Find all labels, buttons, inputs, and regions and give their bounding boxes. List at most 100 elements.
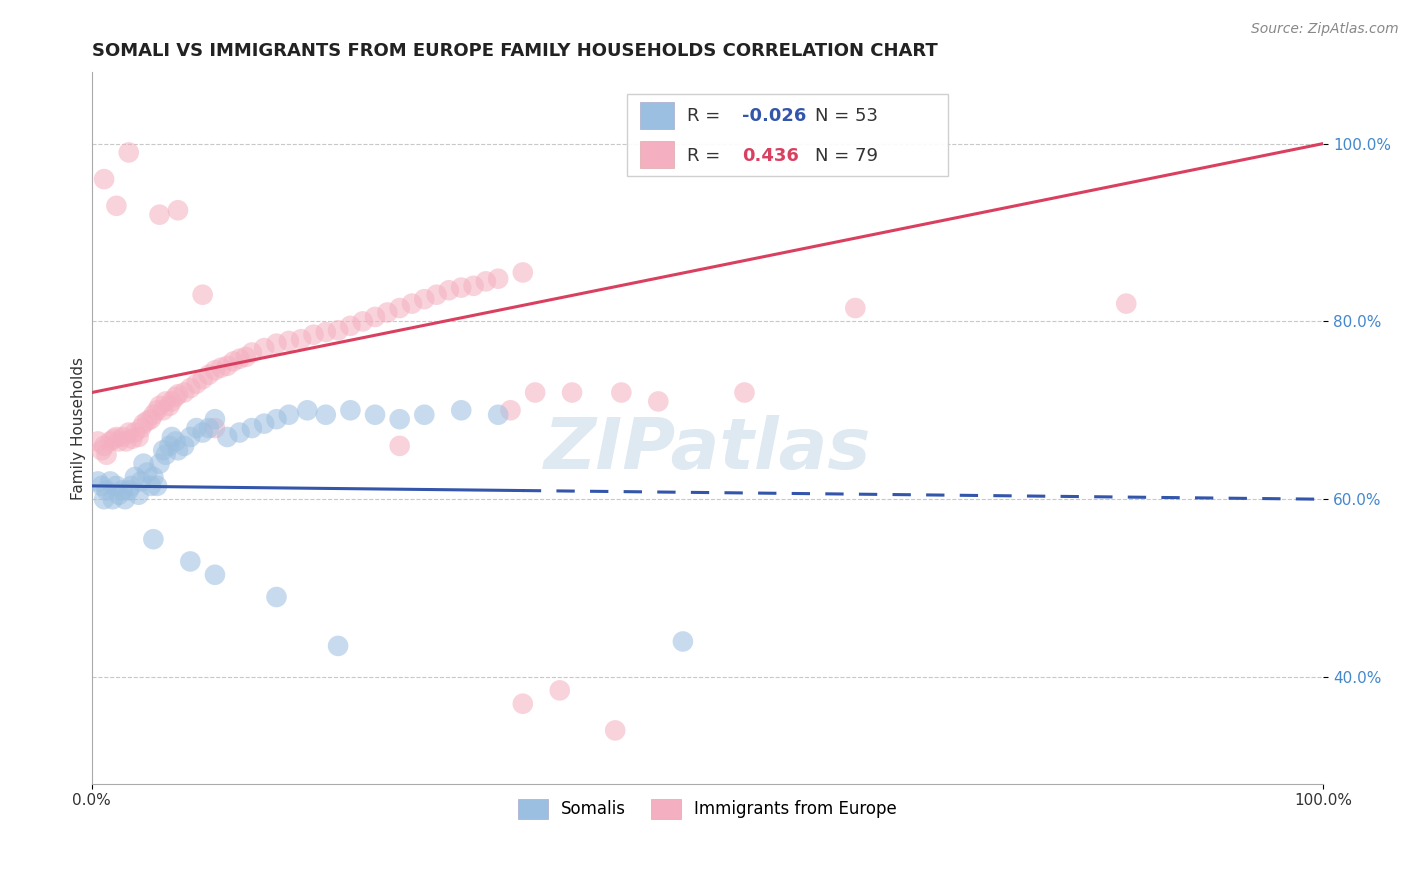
Text: N = 79: N = 79 — [814, 146, 877, 165]
Point — [108, 434, 131, 449]
Point — [128, 430, 150, 444]
Point — [204, 567, 226, 582]
Point — [98, 475, 121, 489]
Point — [124, 470, 146, 484]
Point — [499, 403, 522, 417]
Point — [179, 381, 201, 395]
Text: ZIPatlas: ZIPatlas — [544, 415, 872, 484]
Point — [413, 292, 436, 306]
Point — [148, 399, 170, 413]
Point — [339, 318, 361, 333]
Text: SOMALI VS IMMIGRANTS FROM EUROPE FAMILY HOUSEHOLDS CORRELATION CHART: SOMALI VS IMMIGRANTS FROM EUROPE FAMILY … — [91, 42, 938, 60]
Point — [266, 590, 288, 604]
Point — [148, 208, 170, 222]
Point — [364, 408, 387, 422]
Point — [610, 385, 633, 400]
Point — [114, 492, 136, 507]
Point — [463, 278, 485, 293]
Point — [87, 434, 110, 449]
Point — [364, 310, 387, 324]
Point — [450, 403, 472, 417]
Point — [204, 421, 226, 435]
Point — [152, 443, 174, 458]
Point — [388, 412, 411, 426]
Point — [222, 354, 245, 368]
Point — [191, 372, 214, 386]
Point — [98, 434, 121, 449]
Point — [561, 385, 583, 400]
Point — [512, 697, 534, 711]
Point — [96, 448, 118, 462]
Point — [139, 412, 162, 426]
Point — [253, 341, 276, 355]
Point — [111, 430, 134, 444]
Point — [326, 323, 349, 337]
Point — [105, 199, 128, 213]
Point — [152, 403, 174, 417]
Point — [148, 457, 170, 471]
Point — [548, 683, 571, 698]
FancyBboxPatch shape — [627, 94, 948, 176]
Point — [388, 439, 411, 453]
Point — [339, 403, 361, 417]
Point — [146, 479, 169, 493]
Point — [197, 368, 219, 382]
Point — [146, 403, 169, 417]
Point — [326, 639, 349, 653]
Point — [90, 479, 112, 493]
Text: N = 53: N = 53 — [814, 107, 877, 125]
Point — [96, 483, 118, 498]
Point — [167, 443, 190, 458]
Point — [352, 314, 374, 328]
Point — [426, 287, 449, 301]
Point — [217, 430, 239, 444]
Point — [139, 479, 162, 493]
Point — [302, 327, 325, 342]
Text: R =: R = — [686, 146, 725, 165]
Point — [118, 425, 141, 440]
Point — [475, 274, 498, 288]
Point — [93, 172, 115, 186]
Point — [672, 634, 695, 648]
Point — [111, 483, 134, 498]
Point — [179, 430, 201, 444]
Point — [204, 363, 226, 377]
Point — [179, 554, 201, 568]
Point — [165, 434, 187, 449]
Point — [375, 305, 398, 319]
Point — [157, 399, 180, 413]
Point — [524, 385, 547, 400]
Point — [197, 421, 219, 435]
Point — [209, 360, 232, 375]
Point — [105, 479, 128, 493]
Point — [155, 394, 177, 409]
Text: Source: ZipAtlas.com: Source: ZipAtlas.com — [1251, 22, 1399, 37]
Point — [290, 332, 312, 346]
Point — [734, 385, 756, 400]
FancyBboxPatch shape — [640, 102, 675, 128]
Point — [121, 432, 143, 446]
Point — [90, 443, 112, 458]
Point — [191, 425, 214, 440]
Text: 0.436: 0.436 — [742, 146, 799, 165]
Point — [401, 296, 423, 310]
Point — [186, 376, 208, 391]
Point — [253, 417, 276, 431]
Point — [103, 432, 125, 446]
Point — [297, 403, 319, 417]
Point — [155, 448, 177, 462]
Point — [191, 287, 214, 301]
Point — [93, 492, 115, 507]
Point — [235, 350, 257, 364]
Point — [450, 280, 472, 294]
Point — [605, 723, 627, 738]
Point — [228, 351, 250, 366]
Point — [167, 387, 190, 401]
Point — [132, 457, 155, 471]
Legend: Somalis, Immigrants from Europe: Somalis, Immigrants from Europe — [512, 793, 904, 825]
Y-axis label: Family Households: Family Households — [72, 357, 86, 500]
Point — [240, 421, 263, 435]
Point — [228, 425, 250, 440]
Point — [240, 345, 263, 359]
Point — [1115, 296, 1137, 310]
